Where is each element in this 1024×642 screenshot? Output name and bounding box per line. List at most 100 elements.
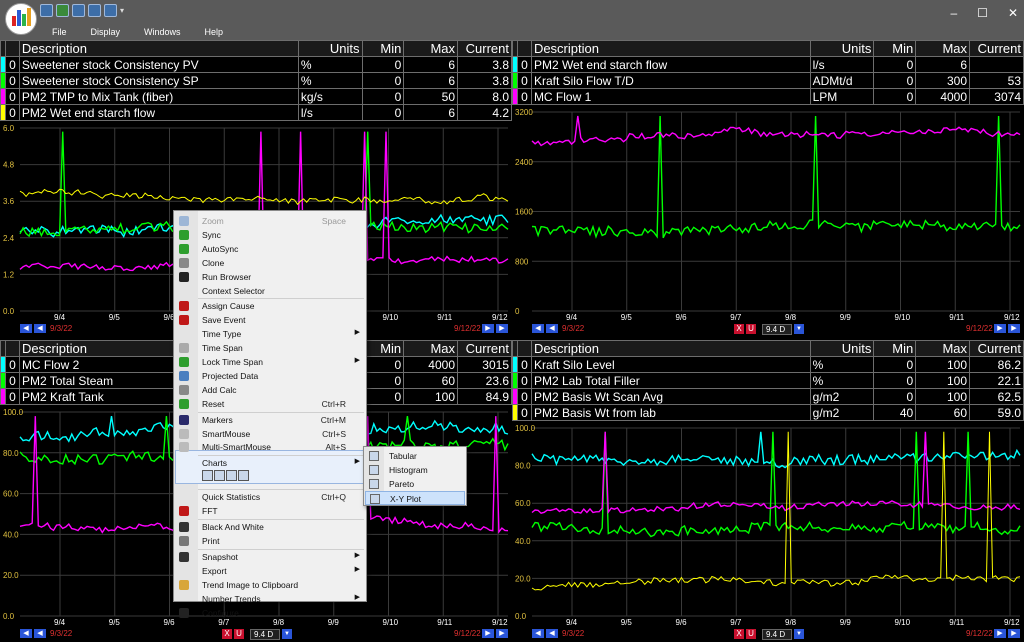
menu-item-smartmouse[interactable]: SmartMouse Ctrl+S [174,427,366,441]
save-icon[interactable] [72,4,85,17]
maximize-button[interactable]: ☐ [977,6,988,20]
chevron-down-icon[interactable]: ▾ [120,6,125,15]
legend-row[interactable]: 0 Kraft Silo Flow T/D ADMt/d 0 300 53 [512,72,1024,89]
menu-item-sync[interactable]: Sync [174,228,366,242]
menu-item-charts[interactable]: Charts ▶ [174,456,366,470]
units-header[interactable]: Units [809,40,875,57]
pareto-icon[interactable] [226,470,237,482]
menu-item-add-calc[interactable]: Add Calc [174,383,366,397]
print-icon[interactable] [104,4,117,17]
close-button[interactable]: ✕ [1007,6,1018,20]
menu-item-trend-image-to-clipboard[interactable]: Trend Image to Clipboard [174,578,366,592]
min-header[interactable]: Min [361,40,405,57]
legend-row[interactable]: 0 PM2 TMP to Mix Tank (fiber) kg/s 0 50 8.0 [0,88,512,105]
refresh-icon[interactable] [56,4,69,17]
menu-item-context-selector[interactable]: Context Selector [174,284,366,298]
step-forward-button[interactable]: ▶ [482,629,494,638]
legend-row[interactable]: 0 PM2 Basis Wt from lab g/m2 40 60 59.0 [512,404,1024,421]
menu-item-reset[interactable]: Reset Ctrl+R [174,397,366,411]
description-header[interactable]: Description [530,340,811,357]
min-header[interactable]: Min [873,340,917,357]
step-back-button[interactable]: ◀ [34,629,46,638]
menu-item-time-span[interactable]: Time Span [174,341,366,355]
step-back-button[interactable]: ◀ [546,629,558,638]
close-x-icon[interactable]: X [734,324,744,334]
scroll-back-button[interactable]: ◀ [20,629,32,638]
current-header[interactable]: Current [457,40,512,57]
legend-row[interactable]: 0 Sweetener stock Consistency SP% 0 6 3.8 [0,72,512,89]
save-as-icon[interactable] [88,4,101,17]
close-x-icon[interactable]: X [734,629,744,639]
tabular-icon[interactable] [202,470,213,482]
legend-row[interactable]: 0 MC Flow 1 LPM 0 4000 3074 [512,88,1024,105]
step-forward-button[interactable]: ▶ [482,324,494,333]
max-header[interactable]: Max [915,40,971,57]
current-header[interactable]: Current [969,40,1024,57]
histogram-icon[interactable] [214,470,225,482]
units-header[interactable]: Units [297,40,363,57]
xy-plot-icon[interactable] [238,470,249,482]
close-x-icon[interactable]: X [222,629,232,639]
menu-item-save-event[interactable]: Save Event [174,313,366,327]
undo-icon[interactable]: U [234,629,244,639]
menu-help[interactable]: Help [204,27,224,37]
menu-item-quick-statistics[interactable]: Quick Statistics Ctrl+Q [174,490,366,504]
scroll-back-button[interactable]: ◀ [532,629,544,638]
time-span-field[interactable]: 9.4 D [762,629,792,640]
menu-item-markers[interactable]: Markers Ctrl+M [174,413,366,427]
description-header[interactable]: Description [18,40,299,57]
menu-item-clone[interactable]: Clone [174,256,366,270]
description-header[interactable]: Description [530,40,811,57]
menu-item-zoom[interactable]: Zoom Space [174,214,366,228]
time-span-field[interactable]: 9.4 D [762,324,792,335]
submenu-item-tabular[interactable]: Tabular [365,449,465,463]
legend-row[interactable]: 0 PM2 Wet end starch flow l/s 0 6 [512,56,1024,73]
max-header[interactable]: Max [915,340,971,357]
trend-plot[interactable]: 100.0 80.0 60.0 40.0 20.0 0.0 9/4 9/5 9/6 9/7 9/8 9… [512,424,1024,626]
menu-item-configure[interactable]: Configure [174,606,366,620]
menu-file[interactable]: File [52,27,67,37]
current-header[interactable]: Current [457,340,512,357]
chevron-down-icon[interactable]: ▼ [282,629,292,639]
menu-item-export[interactable]: Export ▶ [174,564,366,578]
step-forward-button[interactable]: ▶ [994,324,1006,333]
units-header[interactable]: Units [809,340,875,357]
scroll-back-button[interactable]: ◀ [20,324,32,333]
submenu-item-histogram[interactable]: Histogram [365,463,465,477]
chevron-down-icon[interactable]: ▼ [794,629,804,639]
submenu-item-x-y-plot[interactable]: X-Y Plot [365,491,465,505]
menu-windows[interactable]: Windows [144,27,181,37]
menu-item-lock-time-span[interactable]: Lock Time Span ▶ [174,355,366,369]
legend-row[interactable]: 0 PM2 Basis Wt Scan Avg g/m2 0 100 62.5 [512,388,1024,405]
step-back-button[interactable]: ◀ [546,324,558,333]
current-header[interactable]: Current [969,340,1024,357]
menu-item-projected-data[interactable]: Projected Data [174,369,366,383]
menu-item-assign-cause[interactable]: Assign Cause [174,299,366,313]
legend-row[interactable]: 0 PM2 Lab Total Filler% 0 100 22.1 [512,372,1024,389]
min-header[interactable]: Min [873,40,917,57]
menu-display[interactable]: Display [90,27,121,37]
minimize-button[interactable]: – [950,6,958,20]
menu-item-time-type[interactable]: Time Type ▶ [174,327,366,341]
scroll-forward-button[interactable]: ▶ [496,629,508,638]
app-logo[interactable] [5,3,37,35]
time-span-field[interactable]: 9.4 D [250,629,280,640]
legend-row[interactable]: 0 Kraft Silo Level% 0 100 86.2 [512,356,1024,373]
menu-item-black-and-white[interactable]: Black And White [174,520,366,534]
menu-item-multi-smartmouse[interactable]: Multi-SmartMouse Alt+S [174,440,366,454]
open-icon[interactable] [40,4,53,17]
max-header[interactable]: Max [403,340,458,357]
trend-plot[interactable]: 3200 2400 1600 800 0 9/4 9/5 9/6 9/7 9/8 9/9 9/10 9/… [512,108,1024,321]
step-forward-button[interactable]: ▶ [994,629,1006,638]
menu-item-fft[interactable]: FFT [174,504,366,518]
legend-row[interactable]: 0 PM2 Wet end starch flow l/s 0 6 4.2 [0,104,512,121]
menu-item-run-browser[interactable]: Run Browser [174,270,366,284]
max-header[interactable]: Max [403,40,459,57]
scroll-forward-button[interactable]: ▶ [1008,629,1020,638]
undo-icon[interactable]: U [746,629,756,639]
menu-item-print[interactable]: Print [174,534,366,548]
step-back-button[interactable]: ◀ [34,324,46,333]
scroll-forward-button[interactable]: ▶ [496,324,508,333]
legend-row[interactable]: 0 Sweetener stock Consistency PV% 0 6 3.8 [0,56,512,73]
undo-icon[interactable]: U [746,324,756,334]
